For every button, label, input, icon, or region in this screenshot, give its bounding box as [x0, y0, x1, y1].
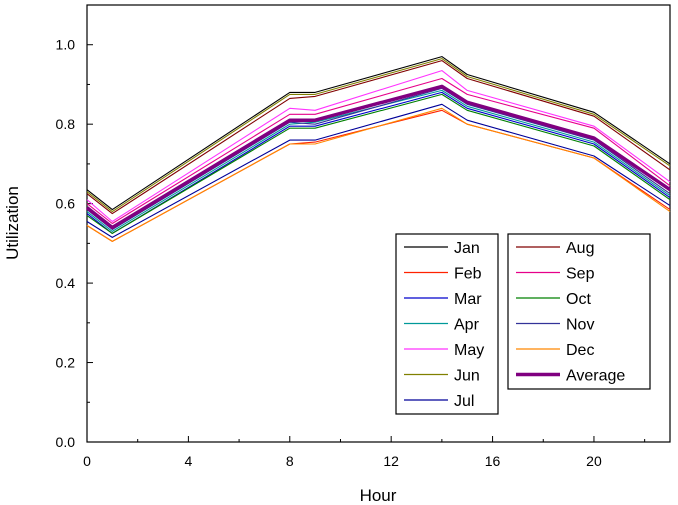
series-line-jul: [86, 103, 671, 238]
legend-label-feb: Feb: [454, 266, 482, 283]
series-lines: [85, 56, 671, 242]
x-tick-label: 4: [184, 453, 192, 469]
series-line-aug: [86, 60, 671, 215]
series-line-feb: [86, 109, 671, 242]
x-tick-label: 8: [286, 453, 294, 469]
x-axis-title: Hour: [360, 486, 397, 505]
legend-label-nov: Nov: [566, 317, 594, 334]
y-tick-label: 0.8: [56, 116, 76, 132]
x-tick-label: 20: [586, 453, 602, 469]
legend-label-jun: Jun: [454, 368, 480, 385]
series-line-average: [85, 84, 671, 230]
series-line-oct: [86, 93, 671, 234]
x-tick-label: 0: [83, 453, 91, 469]
legend-label-mar: Mar: [454, 291, 482, 308]
series-line-sep: [86, 77, 671, 225]
legend-label-oct: Oct: [566, 291, 591, 308]
legend-label-average: Average: [566, 368, 625, 385]
series-line-jan: [86, 56, 671, 211]
y-axis-title: Utilization: [3, 186, 22, 260]
series-line-jun: [86, 58, 671, 213]
y-tick-label: 0.4: [56, 275, 76, 291]
series-line-mar: [86, 91, 671, 234]
y-tick-label: 0.2: [56, 355, 76, 371]
plot-frame: [86, 4, 671, 443]
x-tick-label: 12: [383, 453, 399, 469]
legend: Jan Feb Mar Apr May Jun Jul Aug Sep Oct Nov Dec Aver…: [395, 233, 651, 415]
y-tick-label: 1.0: [56, 37, 76, 53]
axis-ticks: 0 4 8 12 16 20 0.0 0.2 0.4 0.6 0.8 1.0: [56, 4, 646, 469]
legend-label-jan: Jan: [454, 240, 480, 257]
legend-label-may: May: [454, 342, 484, 359]
x-tick-label: 16: [485, 453, 501, 469]
legend-label-aug: Aug: [566, 240, 594, 257]
series-line-may: [86, 70, 671, 223]
legend-box-right: [507, 233, 651, 390]
y-tick-label: 0.0: [56, 434, 76, 450]
series-line-dec: [86, 107, 671, 242]
legend-label-jul: Jul: [454, 393, 474, 410]
legend-label-sep: Sep: [566, 266, 595, 283]
y-tick-label: 0.6: [56, 196, 76, 212]
legend-label-dec: Dec: [566, 342, 594, 359]
legend-label-apr: Apr: [454, 317, 480, 334]
